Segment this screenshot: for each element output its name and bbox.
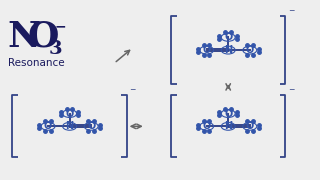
Text: O: O [203,45,211,55]
Text: −: − [129,86,136,94]
Text: O: O [246,45,254,55]
Text: N: N [224,121,232,131]
Text: O: O [87,121,95,131]
Text: N: N [8,20,41,54]
Text: N: N [224,45,232,55]
Text: O: O [203,121,211,131]
Text: O: O [224,32,232,42]
Text: O: O [66,109,74,119]
Text: −: − [288,86,294,94]
Text: O: O [44,121,52,131]
Text: N: N [66,121,74,131]
Text: −: − [288,6,294,15]
Text: O: O [246,121,254,131]
Text: −: − [55,19,66,33]
Text: Resonance: Resonance [8,58,65,68]
Text: O: O [224,109,232,119]
Text: O: O [28,20,59,54]
Text: 3: 3 [48,40,62,58]
